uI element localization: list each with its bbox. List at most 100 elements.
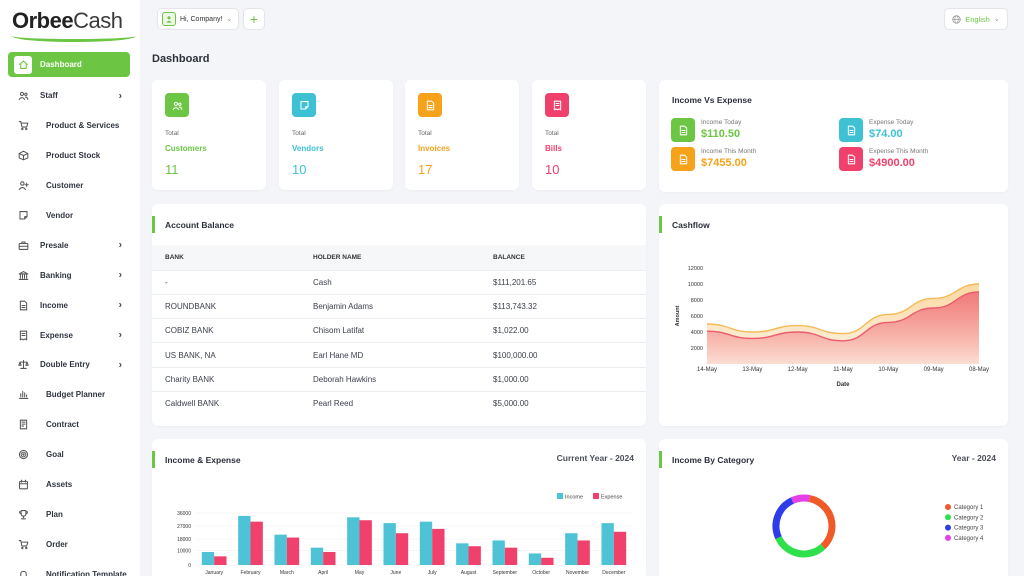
sidebar-item-dashboard[interactable]: Dashboard: [8, 52, 130, 77]
x-tick-label: 09-May: [924, 367, 944, 373]
sidebar-item-label: Contract: [46, 420, 79, 430]
ive-item-income-this-month: Income This Month $7455.00: [671, 147, 756, 171]
table-row[interactable]: US BANK, NA Earl Hane MD $100,000.00: [152, 342, 646, 368]
sidebar-item-income[interactable]: Income ›: [8, 290, 130, 320]
income-bar: [419, 521, 433, 565]
legend-label: Category 4: [954, 536, 984, 542]
stat-total-label: Total: [165, 130, 179, 137]
cart-icon: [14, 117, 32, 135]
sidebar-item-label: Product Stock: [46, 151, 101, 161]
file-icon: [671, 118, 695, 142]
company-selector[interactable]: Hi, Company! ⌄: [157, 8, 239, 30]
cashflow-card: Cashflow 2000 4000 6000 8000 10000 12000 Amoun…: [659, 204, 1008, 426]
sidebar-item-contract[interactable]: Contract: [8, 410, 130, 440]
globe-icon: [952, 14, 961, 24]
stat-card-vendors[interactable]: Total Vendors 10: [279, 80, 393, 190]
x-tick-label: January: [205, 570, 223, 576]
note-icon: [292, 93, 316, 117]
sidebar-item-presale[interactable]: Presale ›: [8, 230, 130, 260]
table-cell: COBIZ BANK: [152, 318, 313, 343]
stat-total-label: Total: [545, 130, 559, 137]
stat-value: 10: [292, 162, 307, 177]
y-tick-label: 12000: [688, 266, 703, 272]
table-cell: Caldwell BANK: [152, 390, 313, 416]
sidebar-item-label: Presale: [40, 240, 69, 250]
table-row[interactable]: Caldwell BANK Pearl Reed $5,000.00: [152, 390, 646, 416]
language-selector[interactable]: English ⌄: [944, 8, 1008, 30]
expense-bar: [250, 521, 263, 565]
sidebar-item-goal[interactable]: Goal: [8, 440, 130, 470]
sidebar-item-vendor[interactable]: Vendor: [8, 201, 130, 231]
table-cell: -: [152, 269, 313, 295]
add-button[interactable]: +: [243, 8, 265, 30]
expense-bar: [468, 546, 481, 565]
sidebar-item-label: Expense: [40, 330, 73, 340]
table-row[interactable]: - Cash $111,201.65: [152, 269, 646, 295]
income-bar: [347, 517, 360, 565]
expense-bar: [323, 552, 336, 565]
chevron-right-icon: ›: [118, 90, 122, 102]
table-cell: Cash: [313, 269, 493, 295]
table-row[interactable]: ROUNDBANK Benjamin Adams $113,743.32: [152, 293, 646, 319]
stat-total-label: Total: [292, 130, 306, 137]
sidebar-item-plan[interactable]: Plan: [8, 499, 130, 529]
x-tick-label: May: [355, 570, 365, 576]
table-cell: US BANK, NA: [152, 342, 313, 368]
expense-bar: [504, 547, 518, 565]
income-expense-period: Current Year - 2024: [556, 453, 634, 463]
table-row[interactable]: COBIZ BANK Chisom Latifat $1,022.00: [152, 318, 646, 343]
pie-slice: [772, 497, 795, 540]
sidebar-item-notification-template[interactable]: Notification Template: [8, 559, 130, 576]
file-icon: [418, 93, 442, 117]
logo-part-1: Orbee: [12, 8, 74, 33]
table-cell: $100,000.00: [493, 342, 646, 368]
x-tick-label: September: [493, 570, 518, 576]
income-bar: [310, 547, 324, 565]
pie-slice: [808, 495, 836, 550]
sidebar-item-label: Income: [40, 300, 69, 310]
expense-bar: [432, 528, 445, 565]
stat-value: 11: [165, 162, 179, 177]
sidebar-item-staff[interactable]: Staff ›: [8, 81, 130, 111]
sidebar-item-label: Vendor: [46, 211, 74, 220]
stat-card-bills[interactable]: Total Bills 10: [532, 80, 646, 190]
sidebar-item-assets[interactable]: Assets: [8, 470, 130, 500]
sidebar-item-product-stock[interactable]: Product Stock: [8, 141, 130, 171]
table-row[interactable]: Charity BANK Deborah Hawkins $1,000.00: [152, 366, 646, 392]
language-label: English: [965, 14, 990, 24]
ive-item-expense-today: Expense Today $74.00: [839, 118, 913, 142]
file-icon: [671, 147, 695, 171]
cashflow-area-1: [707, 292, 979, 364]
stat-card-invoices[interactable]: Total Invoices 17: [405, 80, 519, 190]
income-bar: [201, 552, 215, 565]
sidebar-item-double-entry[interactable]: Double Entry ›: [8, 350, 130, 380]
cashflow-line-1: [706, 291, 980, 342]
sidebar-item-product-services[interactable]: Product & Services: [8, 111, 130, 141]
x-tick-label: 11-May: [833, 367, 853, 373]
x-axis-label: Date: [836, 382, 850, 388]
ive-label: Income Today: [701, 119, 742, 126]
calendar-icon: [14, 476, 32, 494]
legend-swatch: [557, 493, 563, 499]
expense-bar: [359, 520, 372, 565]
income-by-category-period: Year - 2024: [951, 453, 996, 463]
ive-item-income-today: Income Today $110.50: [671, 118, 741, 142]
sidebar-item-expense[interactable]: Expense ›: [8, 320, 130, 350]
legend-label: Category 1: [954, 505, 984, 511]
sidebar-item-banking[interactable]: Banking ›: [8, 260, 130, 290]
stat-name: Customers: [165, 144, 207, 153]
x-tick-label: February: [240, 570, 261, 576]
table-cell: Earl Hane MD: [313, 342, 493, 368]
sidebar-item-label: Double Entry: [40, 360, 90, 370]
users-icon: [165, 93, 189, 117]
users-icon: [14, 87, 32, 105]
sidebar-item-order[interactable]: Order: [8, 529, 130, 559]
legend-swatch: [945, 514, 951, 521]
app-logo[interactable]: OrbeeCash: [12, 8, 123, 34]
sidebar-item-budget-planner[interactable]: Budget Planner: [8, 380, 130, 410]
column-header: HOLDER NAME: [313, 245, 493, 270]
sidebar-item-customer[interactable]: Customer: [8, 171, 130, 201]
pie-slice: [790, 494, 811, 504]
stat-card-customers[interactable]: Total Customers 11: [152, 80, 266, 190]
x-tick-label: December: [602, 570, 625, 576]
